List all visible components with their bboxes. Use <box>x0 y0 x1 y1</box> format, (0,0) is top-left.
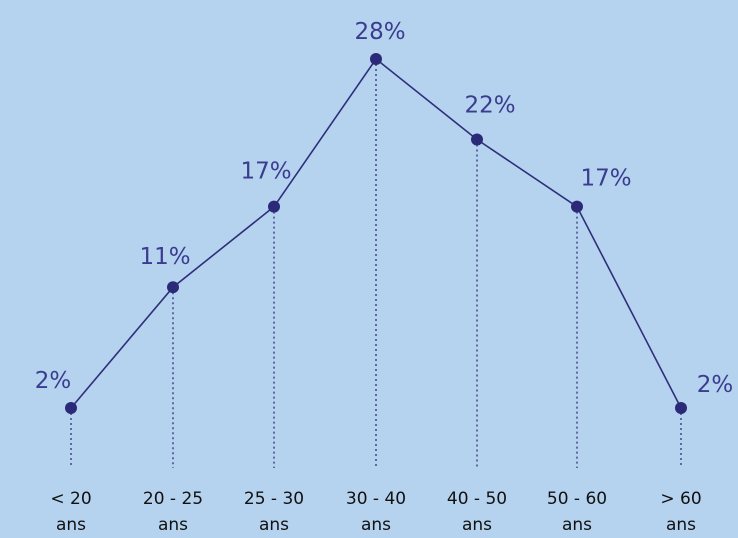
x-tick-label-3: 30 - 40 ans <box>346 489 406 535</box>
data-label-3: 28% <box>354 19 405 45</box>
x-tick-label-5: 50 - 60 ans <box>547 489 607 535</box>
data-point-0 <box>65 402 77 414</box>
x-tick-label-2: 25 - 30 ans <box>244 489 304 535</box>
data-label-5: 17% <box>580 166 631 192</box>
data-label-4: 22% <box>464 93 515 119</box>
data-point-5 <box>571 200 583 213</box>
data-point-2 <box>268 200 280 213</box>
data-label-2: 17% <box>240 159 291 185</box>
data-point-1 <box>167 281 179 294</box>
x-tick-label-0: < 20 ans <box>50 489 91 535</box>
x-tick-label-1: 20 - 25 ans <box>143 489 203 535</box>
data-point-6 <box>675 402 687 414</box>
data-point-3 <box>370 53 382 65</box>
x-tick-label-6: > 60 ans <box>660 489 701 535</box>
data-label-6: 2% <box>697 372 734 398</box>
data-label-0: 2% <box>35 368 72 394</box>
data-point-4 <box>471 133 483 146</box>
x-tick-label-4: 40 - 50 ans <box>447 489 507 535</box>
data-label-1: 11% <box>139 244 190 270</box>
